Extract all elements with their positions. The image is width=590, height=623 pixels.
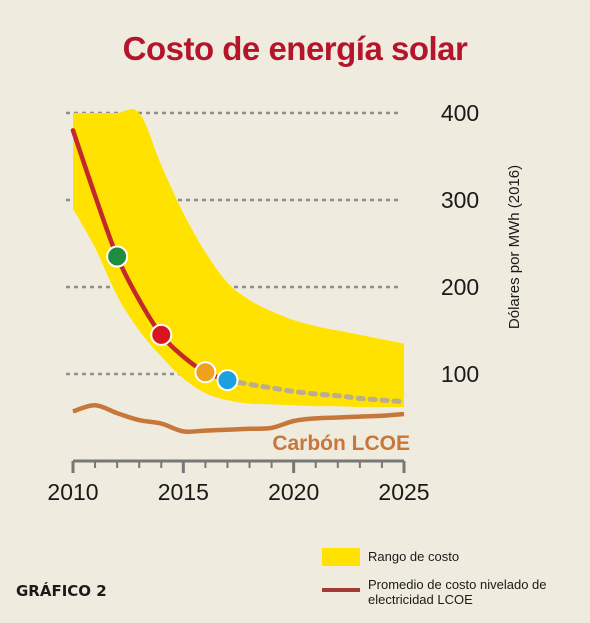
tick-labels: 2010 2015 2020 2025 100 200 300 400 xyxy=(47,100,479,505)
lcoe-marker xyxy=(216,369,239,392)
x-tick-label: 2015 xyxy=(158,479,209,505)
y-tick-label: 100 xyxy=(441,361,479,387)
lcoe-marker xyxy=(150,323,173,346)
legend-item-cost-range: Rango de costo xyxy=(322,547,590,567)
lcoe-projection-line xyxy=(225,377,407,405)
coal-lcoe-line xyxy=(72,403,405,435)
x-axis xyxy=(71,459,406,473)
lcoe-marker xyxy=(106,245,129,268)
figure-label: GRÁFICO 2 xyxy=(16,582,107,600)
legend-label: Promedio de costo nivelado de electricid… xyxy=(368,577,547,607)
legend-swatch-area xyxy=(322,548,360,566)
y-axis-label-group: Dólares por MWh (2016) xyxy=(506,165,523,329)
y-tick-label: 200 xyxy=(441,274,479,300)
lcoe-marker xyxy=(194,361,217,384)
annotations: Carbón LCOE xyxy=(272,432,410,455)
legend-swatch-line xyxy=(322,588,360,592)
x-tick-label: 2020 xyxy=(268,479,319,505)
x-tick-label: 2010 xyxy=(47,479,98,505)
lcoe-markers xyxy=(106,245,239,392)
legend-item-lcoe: Promedio de costo nivelado de electricid… xyxy=(322,577,590,609)
y-axis-label: Dólares por MWh (2016) xyxy=(506,165,523,329)
lcoe-projection-series xyxy=(225,377,407,405)
x-tick-label: 2025 xyxy=(378,479,429,505)
y-tick-label: 300 xyxy=(441,187,479,213)
y-tick-label: 400 xyxy=(441,100,479,126)
coal-lcoe-series xyxy=(72,403,405,435)
coal-lcoe-label: Carbón LCOE xyxy=(272,432,410,455)
chart-title: Costo de energía solar xyxy=(122,30,468,67)
legend-label: Rango de costo xyxy=(368,549,460,564)
